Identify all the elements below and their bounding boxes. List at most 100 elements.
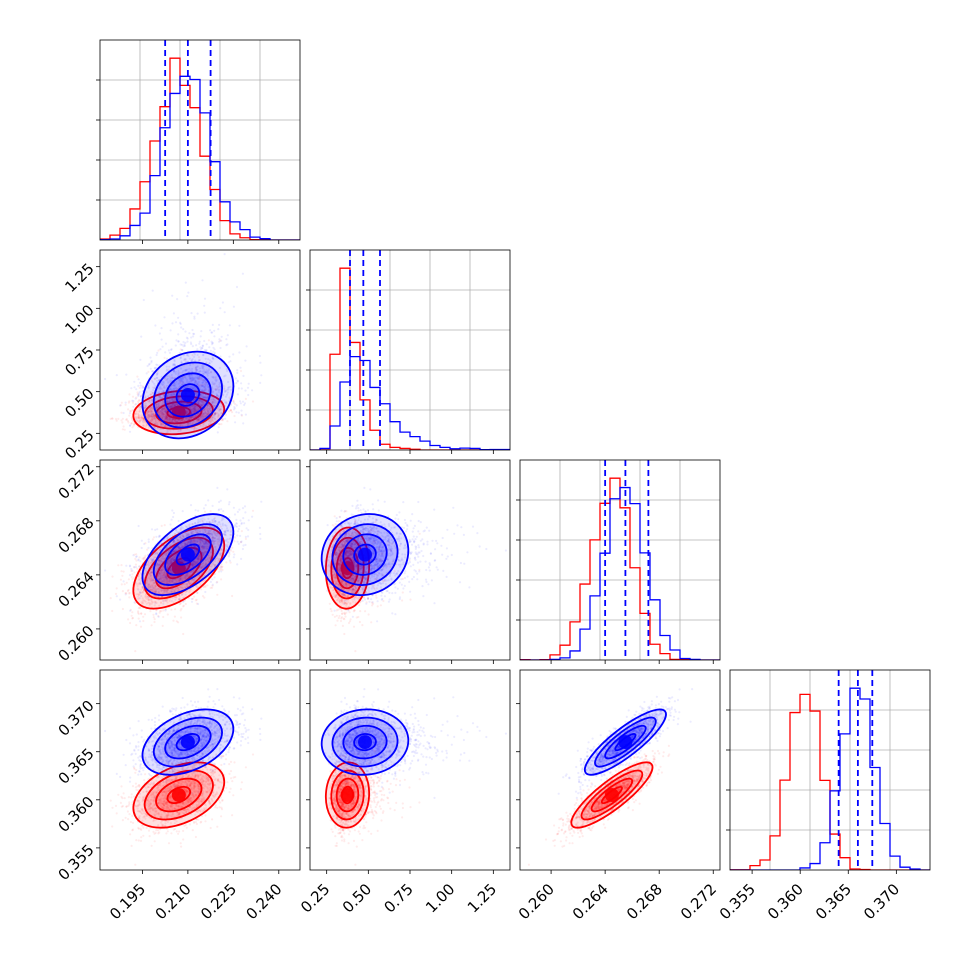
red-sample-point: [207, 411, 210, 414]
red-sample-point: [141, 416, 144, 419]
red-sample-point: [209, 406, 212, 409]
red-sample-point: [201, 383, 204, 386]
blue-sample-point: [179, 384, 182, 388]
blue-sample-point: [159, 348, 162, 351]
red-sample-point: [169, 405, 172, 408]
red-sample-point: [156, 423, 159, 426]
red-sample-point: [173, 419, 177, 422]
red-sample-point: [119, 578, 122, 581]
panel-1-1: [306, 249, 511, 454]
red-sample-point: [127, 588, 130, 592]
red-sample-point: [139, 418, 142, 421]
blue-sample-point: [125, 373, 128, 376]
blue-sample-point: [157, 615, 160, 618]
red-sample-point: [150, 416, 153, 419]
panel-1-0: 0.250.500.751.001.25: [61, 249, 301, 463]
red-sample-point: [163, 377, 166, 380]
red-sample-point: [199, 424, 202, 428]
blue-sample-point: [131, 399, 134, 402]
red-sample-point: [216, 593, 219, 596]
red-sample-point: [183, 419, 186, 422]
red-sample-point: [165, 414, 168, 417]
blue-sample-point: [157, 386, 161, 389]
red-sample-point: [225, 400, 228, 403]
blue-sample-point: [214, 378, 217, 381]
red-sample-point: [166, 419, 169, 422]
red-sample-point: [137, 412, 140, 415]
blue-sample-point: [137, 524, 140, 528]
blue-sample-point: [173, 363, 176, 366]
red-sample-point: [214, 412, 217, 415]
blue-sample-point: [146, 410, 150, 413]
red-sample-point: [159, 411, 162, 414]
blue-histogram: [100, 75, 300, 240]
red-sample-point: [140, 416, 143, 419]
red-sample-point: [199, 416, 202, 419]
blue-sample-point: [200, 330, 203, 333]
blue-sample-point: [210, 331, 213, 334]
red-sample-point: [156, 405, 159, 408]
red-sample-point: [217, 423, 221, 426]
red-sample-point: [180, 418, 183, 421]
blue-sample-point: [159, 386, 162, 390]
red-sample-point: [172, 619, 175, 622]
blue-sample-point: [164, 342, 168, 345]
blue-sample-point: [150, 359, 153, 363]
blue-sample-point: [239, 402, 242, 405]
red-sample-point: [137, 399, 141, 402]
red-sample-point: [150, 379, 153, 382]
red-sample-point: [205, 412, 208, 415]
blue-sample-point: [244, 413, 247, 416]
red-sample-point: [165, 417, 168, 420]
red-sample-point: [194, 408, 197, 411]
red-sample-point: [219, 408, 222, 411]
blue-sample-point: [235, 381, 238, 385]
blue-sample-point: [201, 381, 204, 384]
red-sample-point: [127, 618, 130, 621]
red-sample-point: [164, 408, 167, 411]
blue-sample-point: [184, 386, 187, 389]
red-sample-point: [138, 405, 141, 409]
blue-sample-point: [138, 381, 142, 384]
red-sample-point: [156, 421, 159, 425]
red-sample-point: [197, 418, 200, 421]
red-sample-point: [143, 424, 146, 427]
red-sample-point: [185, 411, 188, 415]
red-sample-point: [179, 420, 182, 423]
red-sample-point: [171, 404, 174, 407]
red-sample-point: [198, 417, 201, 420]
blue-sample-point: [173, 393, 176, 396]
red-sample-point: [169, 417, 172, 420]
red-sample-point: [183, 375, 186, 378]
blue-sample-point: [179, 367, 183, 370]
red-sample-point: [184, 402, 187, 405]
blue-sample-point: [151, 289, 154, 292]
red-sample-point: [210, 417, 213, 420]
red-sample-point: [163, 386, 166, 389]
blue-sample-point: [182, 328, 185, 331]
blue-sample-point: [198, 417, 201, 420]
red-sample-point: [140, 416, 143, 419]
blue-density-peak: [180, 388, 195, 402]
red-sample-point: [192, 411, 195, 414]
blue-sample-point: [201, 344, 204, 348]
red-sample-point: [161, 423, 164, 426]
red-sample-point: [203, 414, 207, 417]
blue-sample-point: [147, 546, 150, 550]
red-sample-point: [133, 571, 136, 574]
blue-sample-point: [191, 367, 194, 370]
blue-sample-point: [224, 417, 227, 420]
red-sample-point: [210, 419, 213, 422]
blue-sample-point: [184, 341, 187, 344]
blue-sample-point: [180, 326, 183, 329]
blue-sample-point: [223, 401, 226, 404]
panel-frame: [99, 39, 301, 241]
blue-sample-point: [151, 370, 154, 373]
blue-sample-point: [175, 339, 178, 342]
blue-sample-point: [162, 390, 165, 393]
blue-sample-point: [242, 517, 245, 520]
red-sample-point: [223, 388, 226, 391]
red-sample-point: [117, 417, 120, 420]
blue-sample-point: [147, 384, 150, 387]
red-sample-point: [161, 413, 164, 416]
